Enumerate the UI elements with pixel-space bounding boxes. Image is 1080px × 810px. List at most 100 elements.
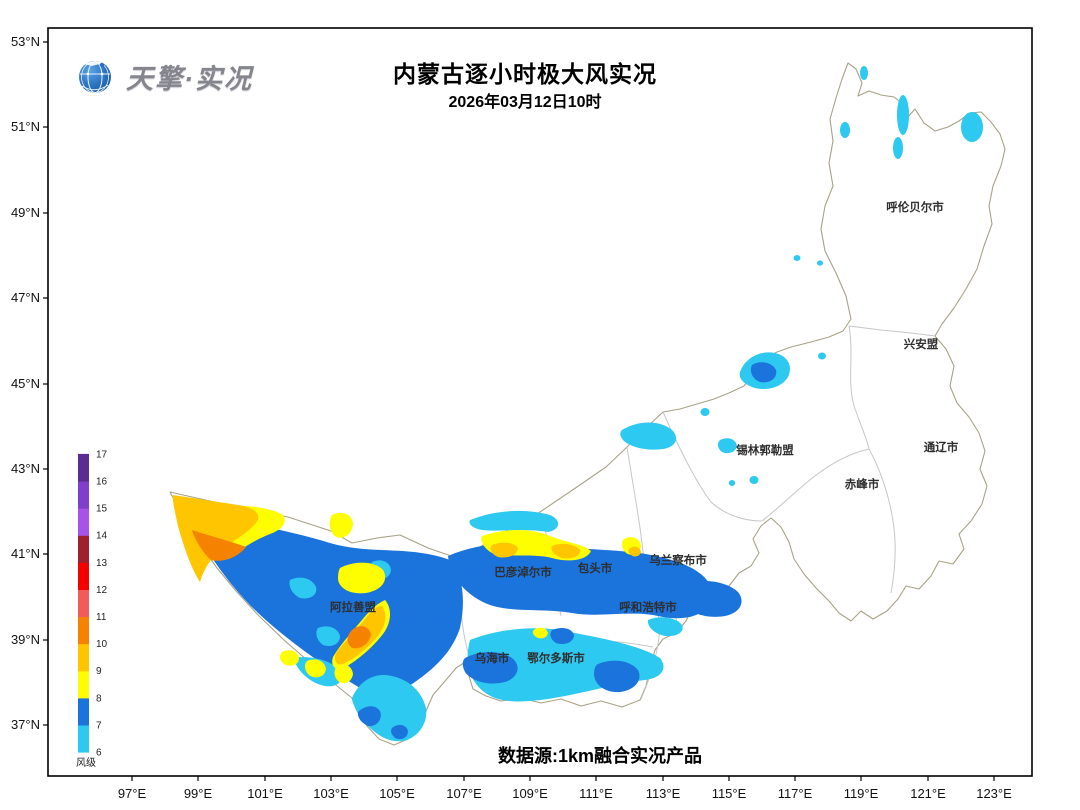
wind-patch-lv6 bbox=[840, 122, 850, 138]
wind-patch-lv6 bbox=[728, 480, 736, 486]
wind-patch-lv6 bbox=[647, 617, 683, 637]
city-label: 呼伦贝尔市 bbox=[886, 200, 944, 214]
legend-swatch-9 bbox=[78, 643, 89, 672]
legend-swatch-10 bbox=[78, 616, 89, 645]
legend-swatch-15 bbox=[78, 481, 89, 509]
x-tick-label: 105°E bbox=[379, 786, 415, 801]
legend-tick-label: 11 bbox=[96, 612, 107, 623]
wind-patch-lv8 bbox=[329, 512, 353, 538]
wind-patch-lv9 bbox=[490, 542, 518, 558]
wind-patch-lv7 bbox=[357, 706, 381, 727]
wind-patch-lv6 bbox=[817, 260, 823, 266]
wind-patch-lv6 bbox=[961, 112, 983, 142]
wind-patch-lv7 bbox=[185, 512, 463, 694]
wind-patch-lv8 bbox=[279, 650, 299, 666]
legend-tick-label: 15 bbox=[96, 504, 108, 515]
legend-swatch-14 bbox=[78, 508, 89, 536]
legend-swatch-13 bbox=[78, 535, 89, 563]
legend-swatch-7 bbox=[78, 697, 89, 726]
y-tick-label: 37°N bbox=[11, 717, 40, 732]
wind-patch-lv6 bbox=[316, 626, 340, 646]
wind-patch-lv6 bbox=[749, 476, 759, 484]
wind-patch-lv6 bbox=[620, 422, 677, 450]
wind-patch-lv8 bbox=[334, 664, 353, 684]
x-tick-label: 121°E bbox=[910, 786, 946, 801]
wind-patch-lv9 bbox=[551, 543, 581, 559]
x-tick-label: 109°E bbox=[512, 786, 548, 801]
logo: 天擎·实况 bbox=[76, 56, 253, 96]
logo-text: 天擎·实况 bbox=[126, 63, 253, 94]
x-tick-label: 111°E bbox=[579, 786, 613, 801]
x-tick-label: 103°E bbox=[313, 786, 349, 801]
wind-patch-lv6 bbox=[793, 255, 801, 261]
legend-swatch-11 bbox=[78, 589, 89, 618]
legend-tick-label: 12 bbox=[96, 585, 108, 596]
wind-patch-lv6 bbox=[700, 408, 710, 416]
x-tick-label: 113°E bbox=[646, 786, 681, 801]
y-tick-label: 51°N bbox=[11, 119, 40, 134]
data-source-label: 数据源:1km融合实况产品 bbox=[497, 746, 703, 766]
y-tick-label: 43°N bbox=[11, 461, 40, 476]
wind-patch-lv10 bbox=[347, 626, 371, 649]
city-label: 呼和浩特市 bbox=[619, 600, 677, 614]
plot-border bbox=[47, 27, 1033, 777]
x-tick-label: 97°E bbox=[118, 786, 147, 801]
wind-patch-lv9 bbox=[628, 546, 641, 557]
y-tick-label: 41°N bbox=[11, 546, 40, 561]
wind-patch-lv10 bbox=[192, 530, 246, 561]
city-label: 通辽市 bbox=[924, 440, 959, 454]
legend-swatch-6 bbox=[78, 724, 89, 753]
x-axis: 97°E 99°E 101°E 103°E 105°E 107°E 109°E 111°E 11… bbox=[118, 776, 1012, 801]
y-tick-label: 39°N bbox=[11, 632, 40, 647]
y-axis: 53°N 51°N 49°N 47°N 45°N 43°N 41°N 39°N 37°N bbox=[11, 34, 48, 732]
wind-patch-lv7 bbox=[448, 542, 713, 619]
wind-patch-lv6 bbox=[469, 510, 559, 532]
x-tick-label: 107°E bbox=[446, 786, 482, 801]
x-tick-label: 101°E bbox=[247, 786, 283, 801]
city-label: 阿拉善盟 bbox=[330, 600, 376, 614]
legend-title: 风级 bbox=[76, 757, 96, 769]
legend-swatch-12 bbox=[78, 562, 89, 590]
wind-patch-lv6 bbox=[897, 95, 909, 135]
legend-swatch-16 bbox=[78, 453, 89, 482]
legend-tick-label: 10 bbox=[96, 639, 108, 650]
wind-patch-lv7 bbox=[594, 660, 640, 693]
wind-patch-lv8 bbox=[532, 627, 548, 639]
city-label: 锡林郭勒盟 bbox=[736, 443, 794, 457]
wind-patch-lv7 bbox=[750, 362, 777, 383]
wind-patch-lv7 bbox=[678, 580, 742, 617]
y-tick-label: 49°N bbox=[11, 205, 40, 220]
city-label: 乌兰察布市 bbox=[649, 553, 707, 567]
globe-icon bbox=[79, 61, 112, 93]
legend-tick-label: 8 bbox=[96, 693, 102, 704]
legend-swatch-8 bbox=[78, 670, 89, 699]
page-subtitle: 2026年03月12日10时 bbox=[448, 94, 602, 111]
legend-tick-label: 17 bbox=[96, 449, 108, 460]
x-tick-label: 99°E bbox=[184, 786, 213, 801]
wind-patch-lv6 bbox=[818, 352, 826, 360]
legend-tick-label: 9 bbox=[96, 666, 102, 677]
city-label: 包头市 bbox=[577, 561, 613, 575]
x-tick-label: 119°E bbox=[844, 786, 879, 801]
page-title: 内蒙古逐小时极大风实况 bbox=[393, 61, 657, 87]
y-tick-label: 45°N bbox=[11, 376, 40, 391]
wind-patch-lv7 bbox=[462, 652, 518, 684]
y-tick-label: 47°N bbox=[11, 290, 40, 305]
city-label: 鄂尔多斯市 bbox=[527, 651, 585, 665]
wind-patch-lv7 bbox=[391, 724, 408, 740]
legend-tick-label: 16 bbox=[96, 477, 108, 488]
city-label: 赤峰市 bbox=[845, 477, 880, 491]
wind-patch-lv6 bbox=[860, 66, 868, 80]
wind-patches bbox=[172, 66, 983, 742]
wind-patch-lv6 bbox=[289, 577, 317, 599]
x-tick-label: 117°E bbox=[778, 786, 813, 801]
wind-patch-lv8 bbox=[338, 562, 386, 594]
wind-patch-lv8 bbox=[304, 659, 326, 678]
wind-patch-lv7 bbox=[550, 627, 574, 645]
wind-patch-lv6 bbox=[717, 438, 737, 454]
x-tick-label: 123°E bbox=[976, 786, 1012, 801]
x-tick-label: 115°E bbox=[712, 786, 747, 801]
